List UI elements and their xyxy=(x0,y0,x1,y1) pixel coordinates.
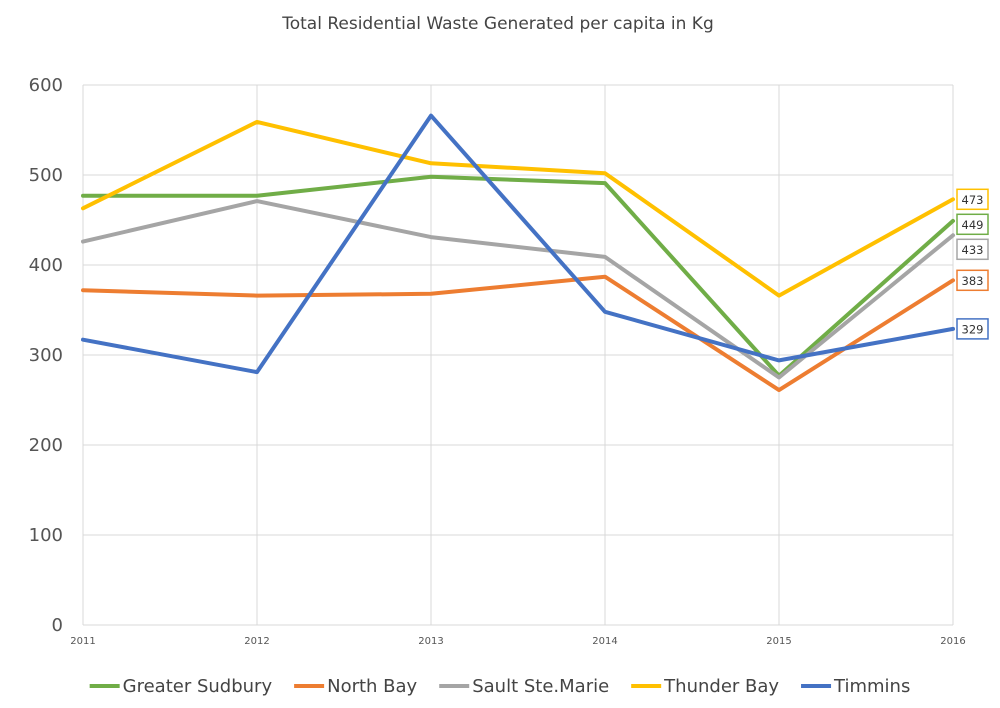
end-value-text: 383 xyxy=(962,274,984,288)
end-value-label: 449 xyxy=(956,213,989,236)
end-value-box xyxy=(956,269,989,292)
y-tick-label: 300 xyxy=(29,345,63,366)
legend-item: Timmins xyxy=(801,676,910,697)
series-lines xyxy=(81,113,955,393)
series-line-greater-sudbury xyxy=(81,174,955,378)
y-tick-label: 500 xyxy=(29,165,63,186)
legend-label: Thunder Bay xyxy=(663,676,779,697)
end-value-label: 329 xyxy=(956,318,989,340)
legend-label: Sault Ste.Marie xyxy=(472,676,609,697)
x-tick-label: 2015 xyxy=(766,636,791,647)
x-tick-label: 2011 xyxy=(70,636,95,647)
legend: Greater Sudbury North Bay Sault Ste.Marie T… xyxy=(89,676,910,697)
end-labels: 473 449 433 383 329 xyxy=(956,188,989,340)
gridlines xyxy=(82,84,954,626)
legend-item: Thunder Bay xyxy=(631,676,779,697)
y-tick-label: 600 xyxy=(29,75,63,96)
series-line-north-bay xyxy=(81,274,955,393)
legend-item: Greater Sudbury xyxy=(89,676,273,697)
series-line-thunder-bay xyxy=(81,119,955,298)
chart-title: Total Residential Waste Generated per ca… xyxy=(281,14,714,34)
end-value-text: 473 xyxy=(962,193,984,207)
legend-label: North Bay xyxy=(327,676,417,697)
legend-item: North Bay xyxy=(294,676,418,697)
y-tick-label: 400 xyxy=(29,255,63,276)
end-value-text: 449 xyxy=(962,218,984,232)
legend-label: Greater Sudbury xyxy=(123,676,273,697)
y-tick-label: 0 xyxy=(52,615,63,636)
x-tick-label: 2014 xyxy=(592,636,617,647)
legend-label: Timmins xyxy=(833,676,910,697)
end-value-box xyxy=(956,213,989,236)
series-line-timmins xyxy=(81,113,955,375)
end-value-label: 433 xyxy=(956,238,989,261)
end-value-label: 383 xyxy=(956,269,989,292)
end-value-box xyxy=(956,188,989,211)
axes: 0 100 200 300 400 500 600 2011 2012 2013 2014 2015 2… xyxy=(29,75,966,647)
end-value-label: 473 xyxy=(956,188,989,211)
legend-item: Sault Ste.Marie xyxy=(439,676,609,697)
x-tick-label: 2013 xyxy=(418,636,443,647)
x-tick-label: 2012 xyxy=(244,636,269,647)
x-tick-label: 2016 xyxy=(940,636,965,647)
end-value-text: 433 xyxy=(962,243,984,257)
y-tick-label: 100 xyxy=(29,525,63,546)
end-value-text: 329 xyxy=(962,322,984,336)
y-tick-label: 200 xyxy=(29,435,63,456)
end-value-box xyxy=(956,318,989,340)
end-value-box xyxy=(956,238,989,261)
